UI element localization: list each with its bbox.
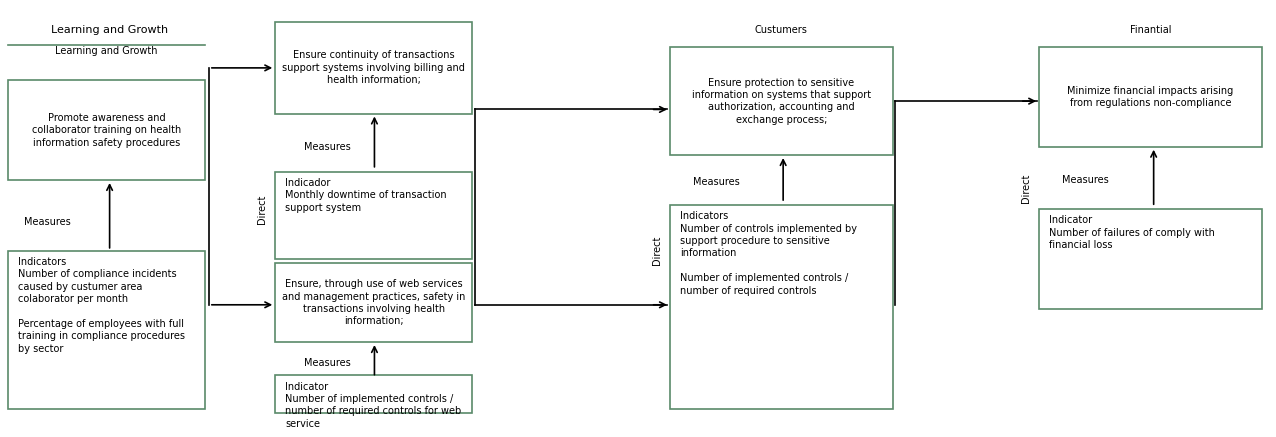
Text: Measures: Measures [305, 142, 351, 152]
Text: Measures: Measures [24, 217, 71, 227]
Text: Ensure protection to sensitive
information on systems that support
authorization: Ensure protection to sensitive informati… [692, 77, 870, 125]
FancyBboxPatch shape [276, 22, 472, 114]
FancyBboxPatch shape [276, 172, 472, 259]
Text: Measures: Measures [305, 358, 351, 368]
FancyBboxPatch shape [670, 205, 893, 409]
Text: Indicators
Number of compliance incidents
caused by custumer area
colaborator pe: Indicators Number of compliance incident… [18, 257, 185, 354]
Text: Direct: Direct [258, 194, 268, 224]
Text: Promote awareness and
collaborator training on health
information safety procedu: Promote awareness and collaborator train… [32, 113, 181, 148]
Text: Custumers: Custumers [755, 25, 808, 35]
Text: Ensure, through use of web services
and management practices, safety in
transact: Ensure, through use of web services and … [282, 279, 466, 326]
FancyBboxPatch shape [1039, 47, 1262, 147]
Text: Measures: Measures [1062, 175, 1109, 185]
FancyBboxPatch shape [8, 251, 205, 409]
Text: Direct: Direct [652, 236, 662, 265]
FancyBboxPatch shape [670, 47, 893, 155]
Text: Learning and Growth: Learning and Growth [55, 46, 158, 56]
Text: Minimize financial impacts arising
from regulations non-compliance: Minimize financial impacts arising from … [1067, 86, 1234, 108]
FancyBboxPatch shape [276, 375, 472, 413]
Text: Ensure continuity of transactions
support systems involving billing and
health i: Ensure continuity of transactions suppor… [282, 51, 466, 85]
Text: Learning and Growth: Learning and Growth [51, 25, 168, 35]
Text: Direct: Direct [1021, 174, 1031, 203]
Text: Indicator
Number of failures of comply with
financial loss: Indicator Number of failures of comply w… [1049, 215, 1215, 250]
FancyBboxPatch shape [276, 263, 472, 342]
Text: Measures: Measures [693, 177, 740, 187]
Text: Indicators
Number of controls implemented by
support procedure to sensitive
info: Indicators Number of controls implemente… [680, 211, 857, 296]
Text: Finantial: Finantial [1129, 25, 1171, 35]
Text: Indicador
Monthly downtime of transaction
support system: Indicador Monthly downtime of transactio… [286, 178, 447, 213]
FancyBboxPatch shape [8, 80, 205, 180]
FancyBboxPatch shape [1039, 209, 1262, 309]
Text: Indicator
Number of implemented controls /
number of required controls for web
s: Indicator Number of implemented controls… [286, 382, 462, 429]
